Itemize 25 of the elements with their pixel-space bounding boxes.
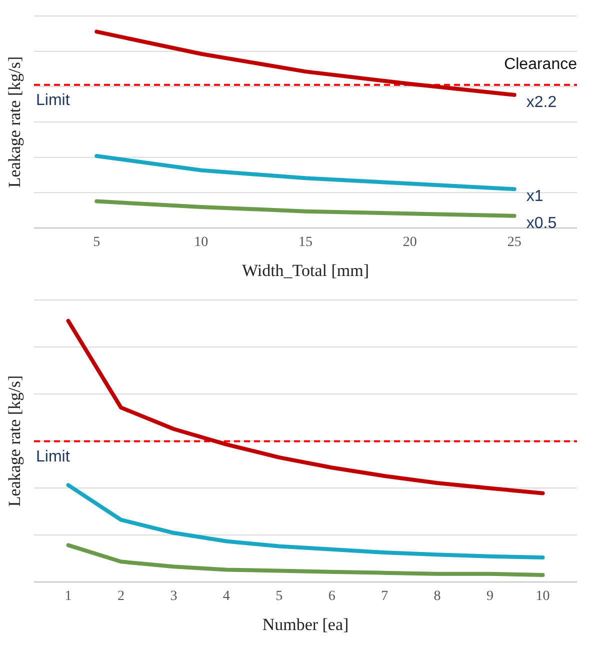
annotation: Clearance: [504, 56, 577, 74]
ref-line-label: Limit: [36, 92, 70, 109]
y-axis-title: Leakage rate [kg/s]: [5, 56, 25, 188]
x-tick-label: 4: [222, 588, 230, 604]
x-tick-label: 20: [402, 234, 417, 250]
x-tick-label: 10: [194, 234, 208, 250]
x-tick-label: 5: [93, 234, 100, 250]
x-tick-label: 8: [434, 588, 441, 604]
x-tick-label: 6: [328, 588, 336, 604]
series-label: x0.5: [526, 214, 557, 232]
x-axis-title: Number [ea]: [262, 615, 349, 634]
series-label: x2.2: [526, 94, 557, 111]
x-tick-label: 10: [536, 588, 550, 604]
x-tick-label: 7: [381, 588, 388, 604]
series-label: x1: [526, 188, 544, 206]
x-tick-label: 5: [276, 588, 283, 604]
ref-line-label: Limit: [36, 448, 70, 466]
x-axis-title: Width_Total [mm]: [242, 261, 370, 280]
y-axis-title: Leakage rate [kg/s]: [5, 375, 25, 507]
x-tick-label: 15: [298, 234, 312, 250]
x-tick-label: 2: [117, 588, 124, 604]
x-tick-label: 9: [486, 588, 494, 604]
x-tick-label: 25: [507, 234, 522, 250]
x-tick-label: 1: [64, 588, 72, 604]
x-tick-label: 3: [170, 588, 178, 604]
